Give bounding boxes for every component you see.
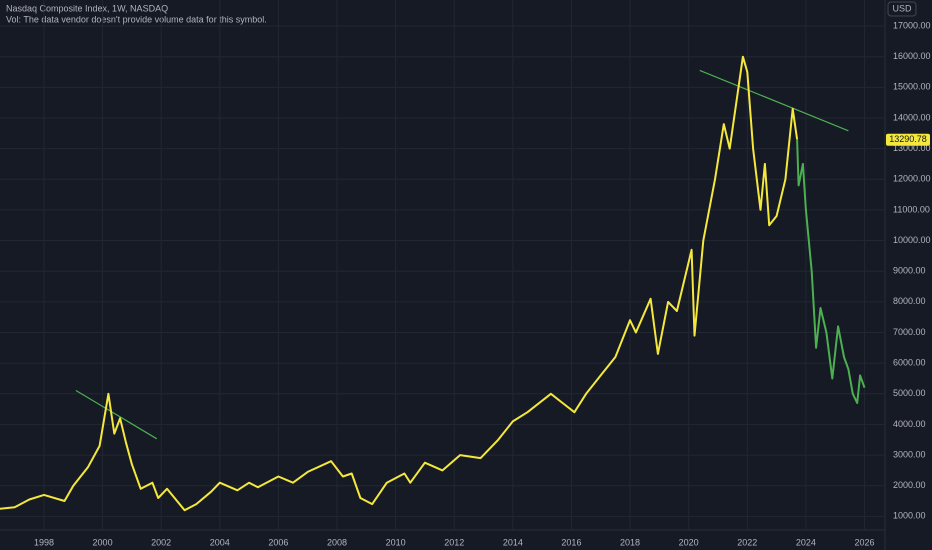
x-tick-label: 2026: [854, 537, 874, 547]
y-tick-label: 8000.00: [893, 296, 926, 306]
y-tick-label: 4000.00: [893, 419, 926, 429]
price-line: [796, 139, 866, 404]
x-tick-label: 2006: [268, 537, 288, 547]
y-tick-label: 9000.00: [893, 266, 926, 276]
y-tick-label: 7000.00: [893, 327, 926, 337]
y-tick-label: 15000.00: [893, 82, 931, 92]
x-tick-label: 2008: [327, 537, 347, 547]
x-tick-label: 1998: [34, 537, 54, 547]
x-tick-label: 2014: [503, 537, 523, 547]
currency-label[interactable]: USD: [892, 3, 912, 13]
y-tick-label: 2000.00: [893, 480, 926, 490]
x-tick-label: 2004: [210, 537, 230, 547]
y-tick-label: 17000.00: [893, 20, 931, 30]
y-tick-label: 5000.00: [893, 388, 926, 398]
y-tick-label: 10000.00: [893, 235, 931, 245]
y-tick-label: 14000.00: [893, 112, 931, 122]
y-tick-label: 1000.00: [893, 511, 926, 521]
trend-line: [699, 69, 849, 132]
x-tick-label: 2018: [620, 537, 640, 547]
y-tick-label: 3000.00: [893, 449, 926, 459]
trend-line: [75, 389, 158, 440]
x-tick-label: 2024: [796, 537, 816, 547]
y-tick-label: 12000.00: [893, 174, 931, 184]
chart-title: Nasdaq Composite Index, 1W, NASDAQ: [6, 3, 168, 13]
x-tick-label: 2002: [151, 537, 171, 547]
price-line: [0, 55, 799, 512]
last-price-tag: [886, 133, 930, 146]
y-tick-label: 11000.00: [893, 204, 930, 214]
currency-button[interactable]: [887, 1, 917, 17]
x-tick-label: 2012: [444, 537, 464, 547]
y-tick-label: 6000.00: [893, 358, 926, 368]
x-tick-label: 2020: [679, 537, 699, 547]
x-tick-label: 2016: [561, 537, 581, 547]
y-tick-label: 16000.00: [893, 51, 931, 61]
last-price-label: 13290.78: [889, 134, 927, 144]
chart-subtitle: Vol: The data vendor doesn't provide vol…: [6, 14, 267, 24]
x-tick-label: 2000: [93, 537, 113, 547]
x-tick-label: 2022: [737, 537, 757, 547]
x-tick-label: 2010: [386, 537, 406, 547]
y-tick-label: 13000.00: [893, 143, 931, 153]
